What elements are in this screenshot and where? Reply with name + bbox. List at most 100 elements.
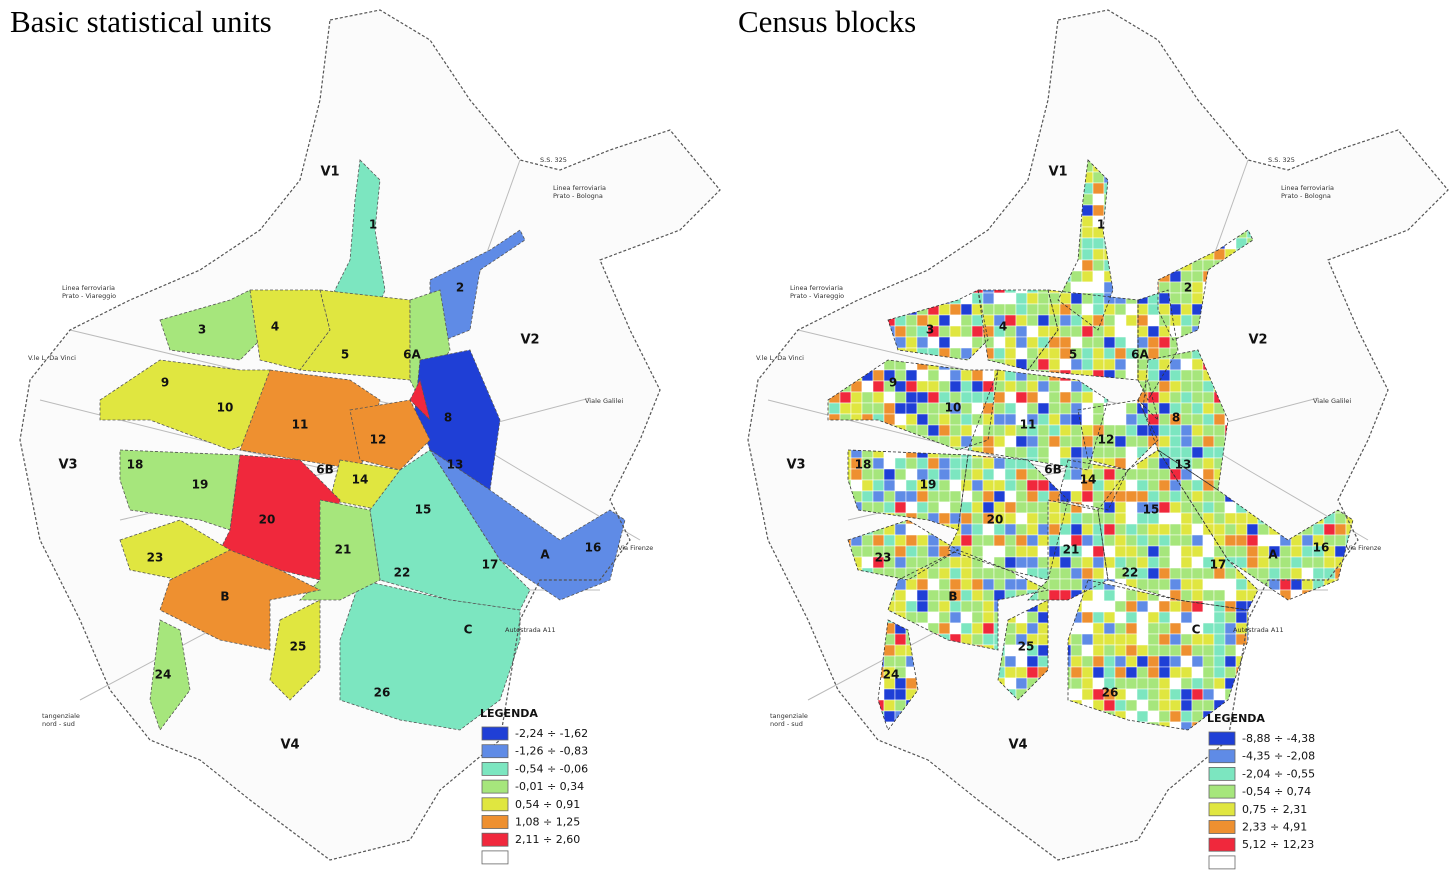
census-block — [960, 556, 973, 569]
census-block — [861, 402, 874, 415]
census-block — [894, 644, 907, 657]
census-block — [872, 204, 885, 217]
census-block — [1290, 600, 1303, 613]
census-block — [1345, 578, 1353, 591]
census-block — [1103, 567, 1116, 580]
census-block — [894, 402, 907, 415]
census-block — [971, 479, 984, 492]
census-block — [861, 534, 874, 547]
census-block — [861, 182, 874, 195]
census-block — [1357, 260, 1368, 271]
census-block — [1136, 534, 1149, 547]
census-block — [1059, 380, 1072, 393]
place-label: tangenziale — [770, 712, 808, 720]
census-block — [1213, 512, 1226, 525]
census-block — [1257, 655, 1270, 668]
census-block — [850, 182, 863, 195]
census-block — [1015, 303, 1028, 316]
census-block — [938, 468, 951, 481]
zone-label: C — [1192, 623, 1201, 637]
census-block — [1180, 622, 1193, 635]
census-block — [938, 611, 951, 624]
census-block — [894, 534, 907, 547]
census-block — [894, 589, 907, 602]
census-block — [1125, 622, 1138, 635]
census-block — [828, 402, 841, 415]
census-block — [872, 391, 885, 404]
legend-swatch — [481, 779, 509, 794]
statistical-unit — [299, 289, 411, 381]
census-block — [1015, 523, 1028, 536]
census-block — [916, 424, 929, 437]
census-block — [1290, 710, 1303, 723]
census-block — [1004, 171, 1017, 184]
census-block — [1158, 468, 1171, 481]
zone-label: 11 — [1020, 418, 1037, 432]
census-block — [1092, 446, 1105, 459]
census-block — [1268, 567, 1281, 580]
census-block — [1147, 402, 1160, 415]
census-block — [1180, 380, 1193, 393]
census-block — [1169, 611, 1182, 624]
census-block — [1081, 644, 1094, 657]
census-block — [883, 160, 896, 173]
census-block — [1334, 589, 1347, 602]
census-block — [993, 534, 1006, 547]
place-label: Prato - Bologna — [1281, 192, 1331, 200]
census-block — [1169, 435, 1182, 448]
census-block — [1268, 633, 1281, 646]
census-block — [1147, 358, 1160, 371]
census-block — [850, 193, 863, 206]
census-block — [1004, 490, 1017, 503]
census-block — [1290, 666, 1303, 679]
census-block — [927, 380, 940, 393]
census-block — [883, 193, 896, 206]
census-block — [1092, 281, 1105, 294]
census-block — [883, 699, 896, 712]
census-block — [1158, 688, 1171, 701]
census-block — [1059, 578, 1072, 591]
census-block — [894, 391, 907, 404]
census-block — [1345, 644, 1353, 657]
zone-label: 3 — [198, 323, 206, 337]
census-block — [927, 182, 940, 195]
census-block — [1357, 271, 1368, 282]
census-block — [916, 237, 929, 250]
census-block — [1114, 435, 1127, 448]
census-block — [839, 160, 852, 173]
zone-label: 16 — [1313, 541, 1330, 555]
unit-border — [947, 454, 1069, 581]
census-block — [1202, 534, 1215, 547]
census-block — [1015, 402, 1028, 415]
zone-label: 25 — [1018, 640, 1035, 654]
census-block — [1357, 645, 1368, 656]
statistical-unit — [239, 369, 381, 471]
census-block — [861, 193, 874, 206]
census-block — [1202, 688, 1215, 701]
census-block — [1136, 710, 1149, 723]
census-block — [1114, 589, 1127, 602]
census-block — [839, 270, 852, 283]
census-block — [1345, 281, 1353, 294]
census-block — [894, 479, 907, 492]
census-block — [1257, 688, 1270, 701]
census-block — [1180, 303, 1193, 316]
census-block — [993, 303, 1006, 316]
census-block — [1323, 688, 1336, 701]
census-block — [883, 259, 896, 272]
census-block — [960, 523, 973, 536]
census-block — [905, 336, 918, 349]
census-block — [850, 259, 863, 272]
unit-border — [847, 519, 959, 581]
census-block — [828, 226, 830, 239]
census-block — [1081, 611, 1094, 624]
census-block — [1357, 524, 1368, 535]
census-block — [1070, 655, 1083, 668]
census-block — [850, 237, 863, 250]
census-block — [1125, 402, 1138, 415]
census-block — [1103, 622, 1116, 635]
zone-label: 18 — [855, 458, 872, 472]
census-block — [1158, 556, 1171, 569]
census-block — [1169, 501, 1182, 514]
census-block — [872, 490, 885, 503]
